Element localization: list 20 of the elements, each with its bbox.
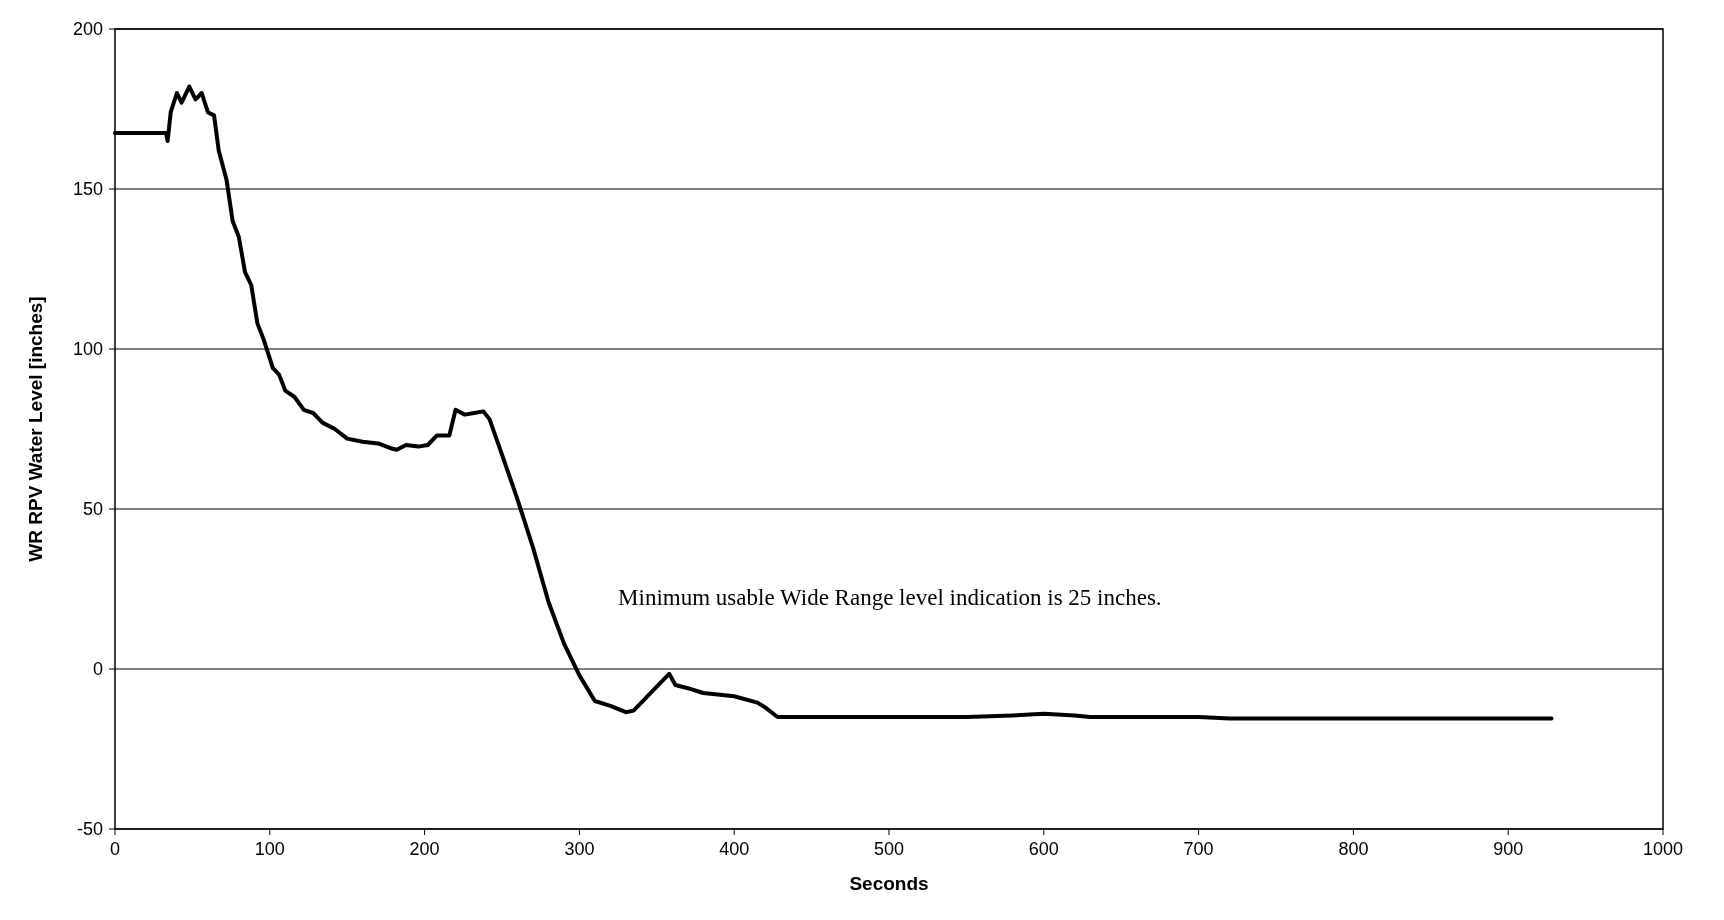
annotation: Minimum usable Wide Range level indication is 25 inches. [618,585,1162,610]
x-tick-label: 900 [1493,839,1524,859]
y-tick-label: -50 [76,819,103,839]
y-tick-label: 50 [82,499,103,519]
y-axis-title: WR RPV Water Level [inches] [25,296,46,562]
x-tick-label: 100 [254,839,285,859]
x-axis-title: Seconds [849,873,929,894]
x-tick-label: 600 [1028,839,1059,859]
y-tick-label: 0 [92,659,103,679]
y-tick-label: 100 [72,339,103,359]
x-tick-label: 700 [1183,839,1214,859]
x-tick-label: 800 [1338,839,1369,859]
y-tick-label: 200 [72,19,103,39]
x-tick-label: 1000 [1642,839,1684,859]
y-tick-label: 150 [72,179,103,199]
x-tick-label: 200 [409,839,440,859]
x-tick-label: 500 [873,839,905,859]
x-tick-label: 400 [719,839,750,859]
x-tick-label: 0 [109,839,121,859]
x-tick-label: 300 [564,839,595,859]
